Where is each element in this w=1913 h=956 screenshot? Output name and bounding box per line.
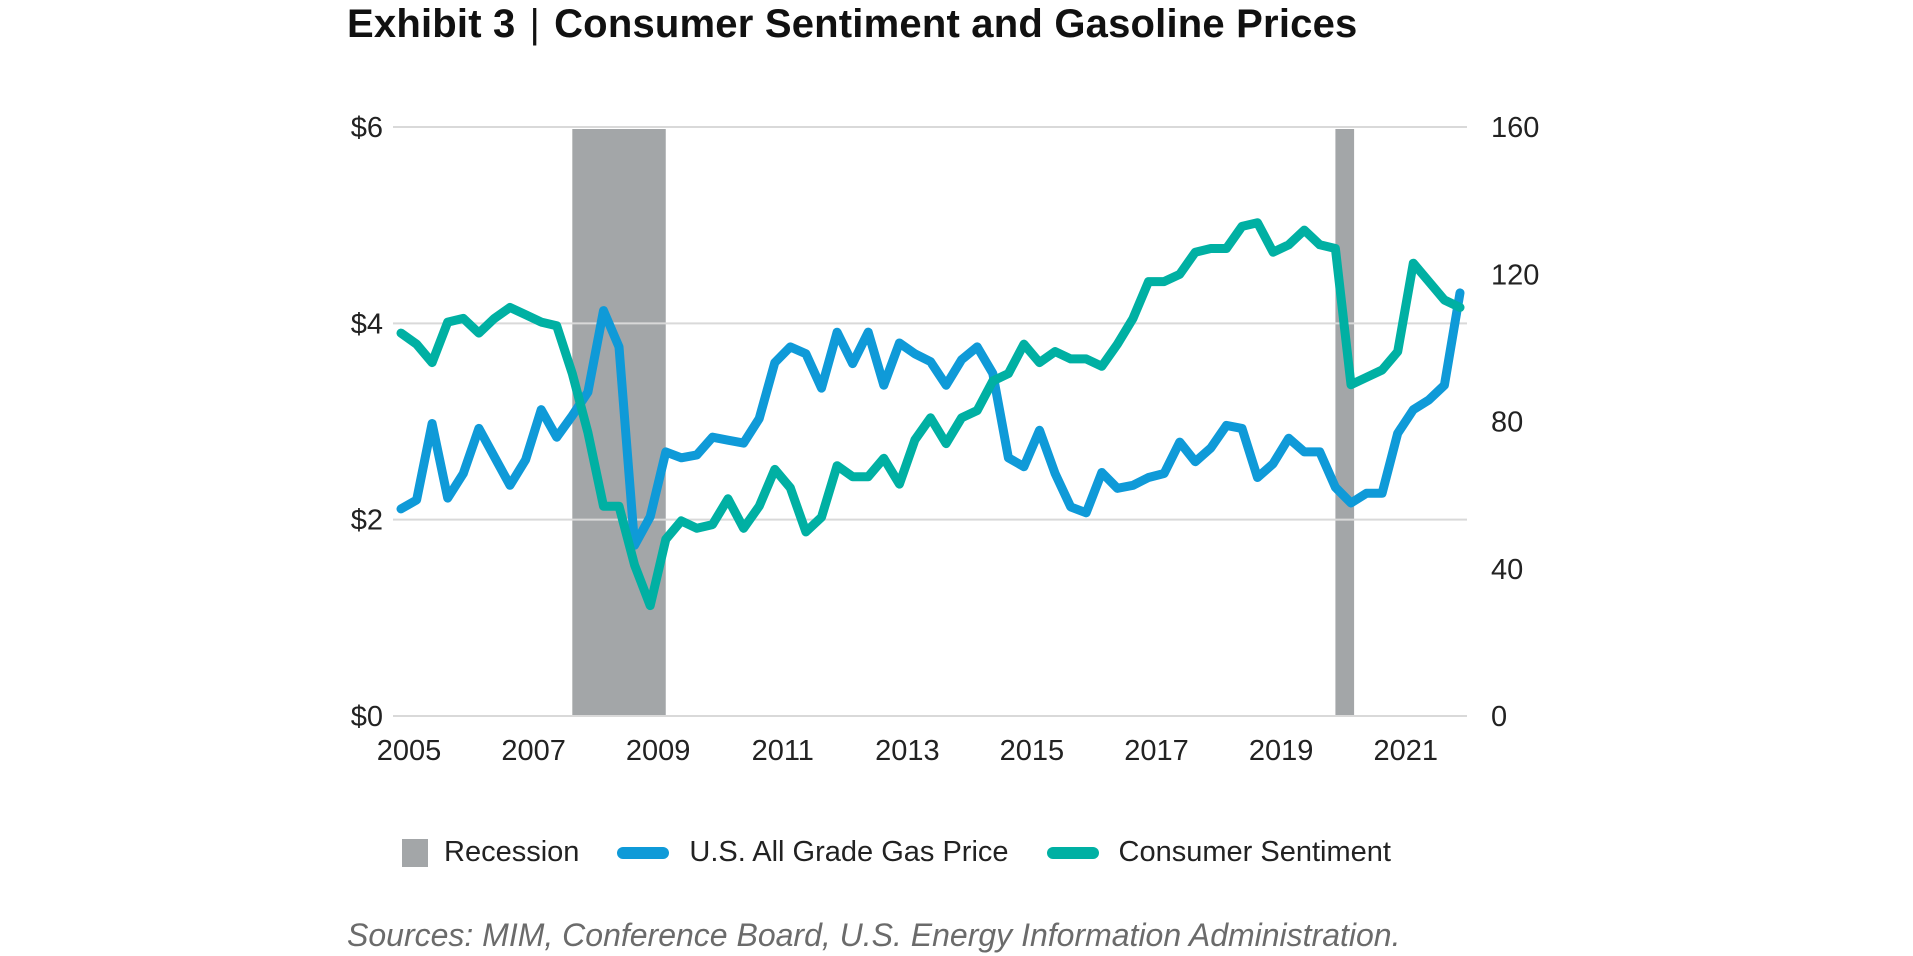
recession-band [1335,129,1355,716]
legend-item-recession: Recession [402,836,579,869]
title-separator: | [529,2,541,46]
gas-swatch [617,846,670,859]
left-axis-tick-label: $2 [351,505,383,537]
x-axis-tick-label: 2007 [501,735,566,767]
x-axis-tick-label: 2017 [1124,735,1189,767]
sentiment-swatch [1046,846,1099,859]
x-axis-tick-label: 2019 [1249,735,1314,767]
legend-item-gas: U.S. All Grade Gas Price [617,836,1009,869]
chart-title: Exhibit 3 | Consumer Sentiment and Gasolin… [347,2,1357,47]
gridlines [393,126,1467,717]
series-lines [396,218,1465,611]
left-axis-ticks: $0 $2 $4 $6 [351,112,383,733]
x-axis-tick-label: 2013 [875,735,940,767]
right-axis-tick-label: 160 [1491,112,1539,144]
x-axis-tick-label: 2011 [752,735,814,767]
recession-swatch [402,838,428,867]
consumer-sentiment-line [396,218,1465,611]
right-axis-tick-label: 40 [1491,554,1523,586]
legend-label-gas: U.S. All Grade Gas Price [689,836,1009,868]
legend: Recession U.S. All Grade Gas Price Consu… [402,836,1429,869]
left-axis-tick-label: $0 [351,701,383,733]
legend-label-sentiment: Consumer Sentiment [1118,836,1391,868]
x-axis-tick-label: 2021 [1373,735,1438,767]
left-axis-tick-label: $6 [351,112,383,144]
x-axis-tick-label: 2015 [1000,735,1065,767]
right-axis-tick-label: 80 [1491,407,1523,439]
right-axis-tick-label: 120 [1491,259,1539,291]
legend-label-recession: Recession [444,836,580,868]
x-axis-tick-label: 2005 [377,735,442,767]
title-text: Consumer Sentiment and Gasoline Prices [554,2,1358,46]
left-axis-tick-label: $4 [351,308,383,340]
x-axis-ticks: 2005 2007 2009 2011 2013 2015 2017 2019 2021 [377,735,1438,767]
source-note: Sources: MIM, Conference Board, U.S. Ene… [347,917,1401,953]
line-chart: $0 $2 $4 $6 0 40 80 120 160 2005 2007 2009 2011 201… [351,112,1540,767]
exhibit-label: Exhibit 3 [347,2,516,46]
right-axis-tick-label: 0 [1491,701,1507,733]
legend-item-sentiment: Consumer Sentiment [1046,836,1391,869]
right-axis-ticks: 0 40 80 120 160 [1491,112,1539,733]
x-axis-tick-label: 2009 [626,735,691,767]
